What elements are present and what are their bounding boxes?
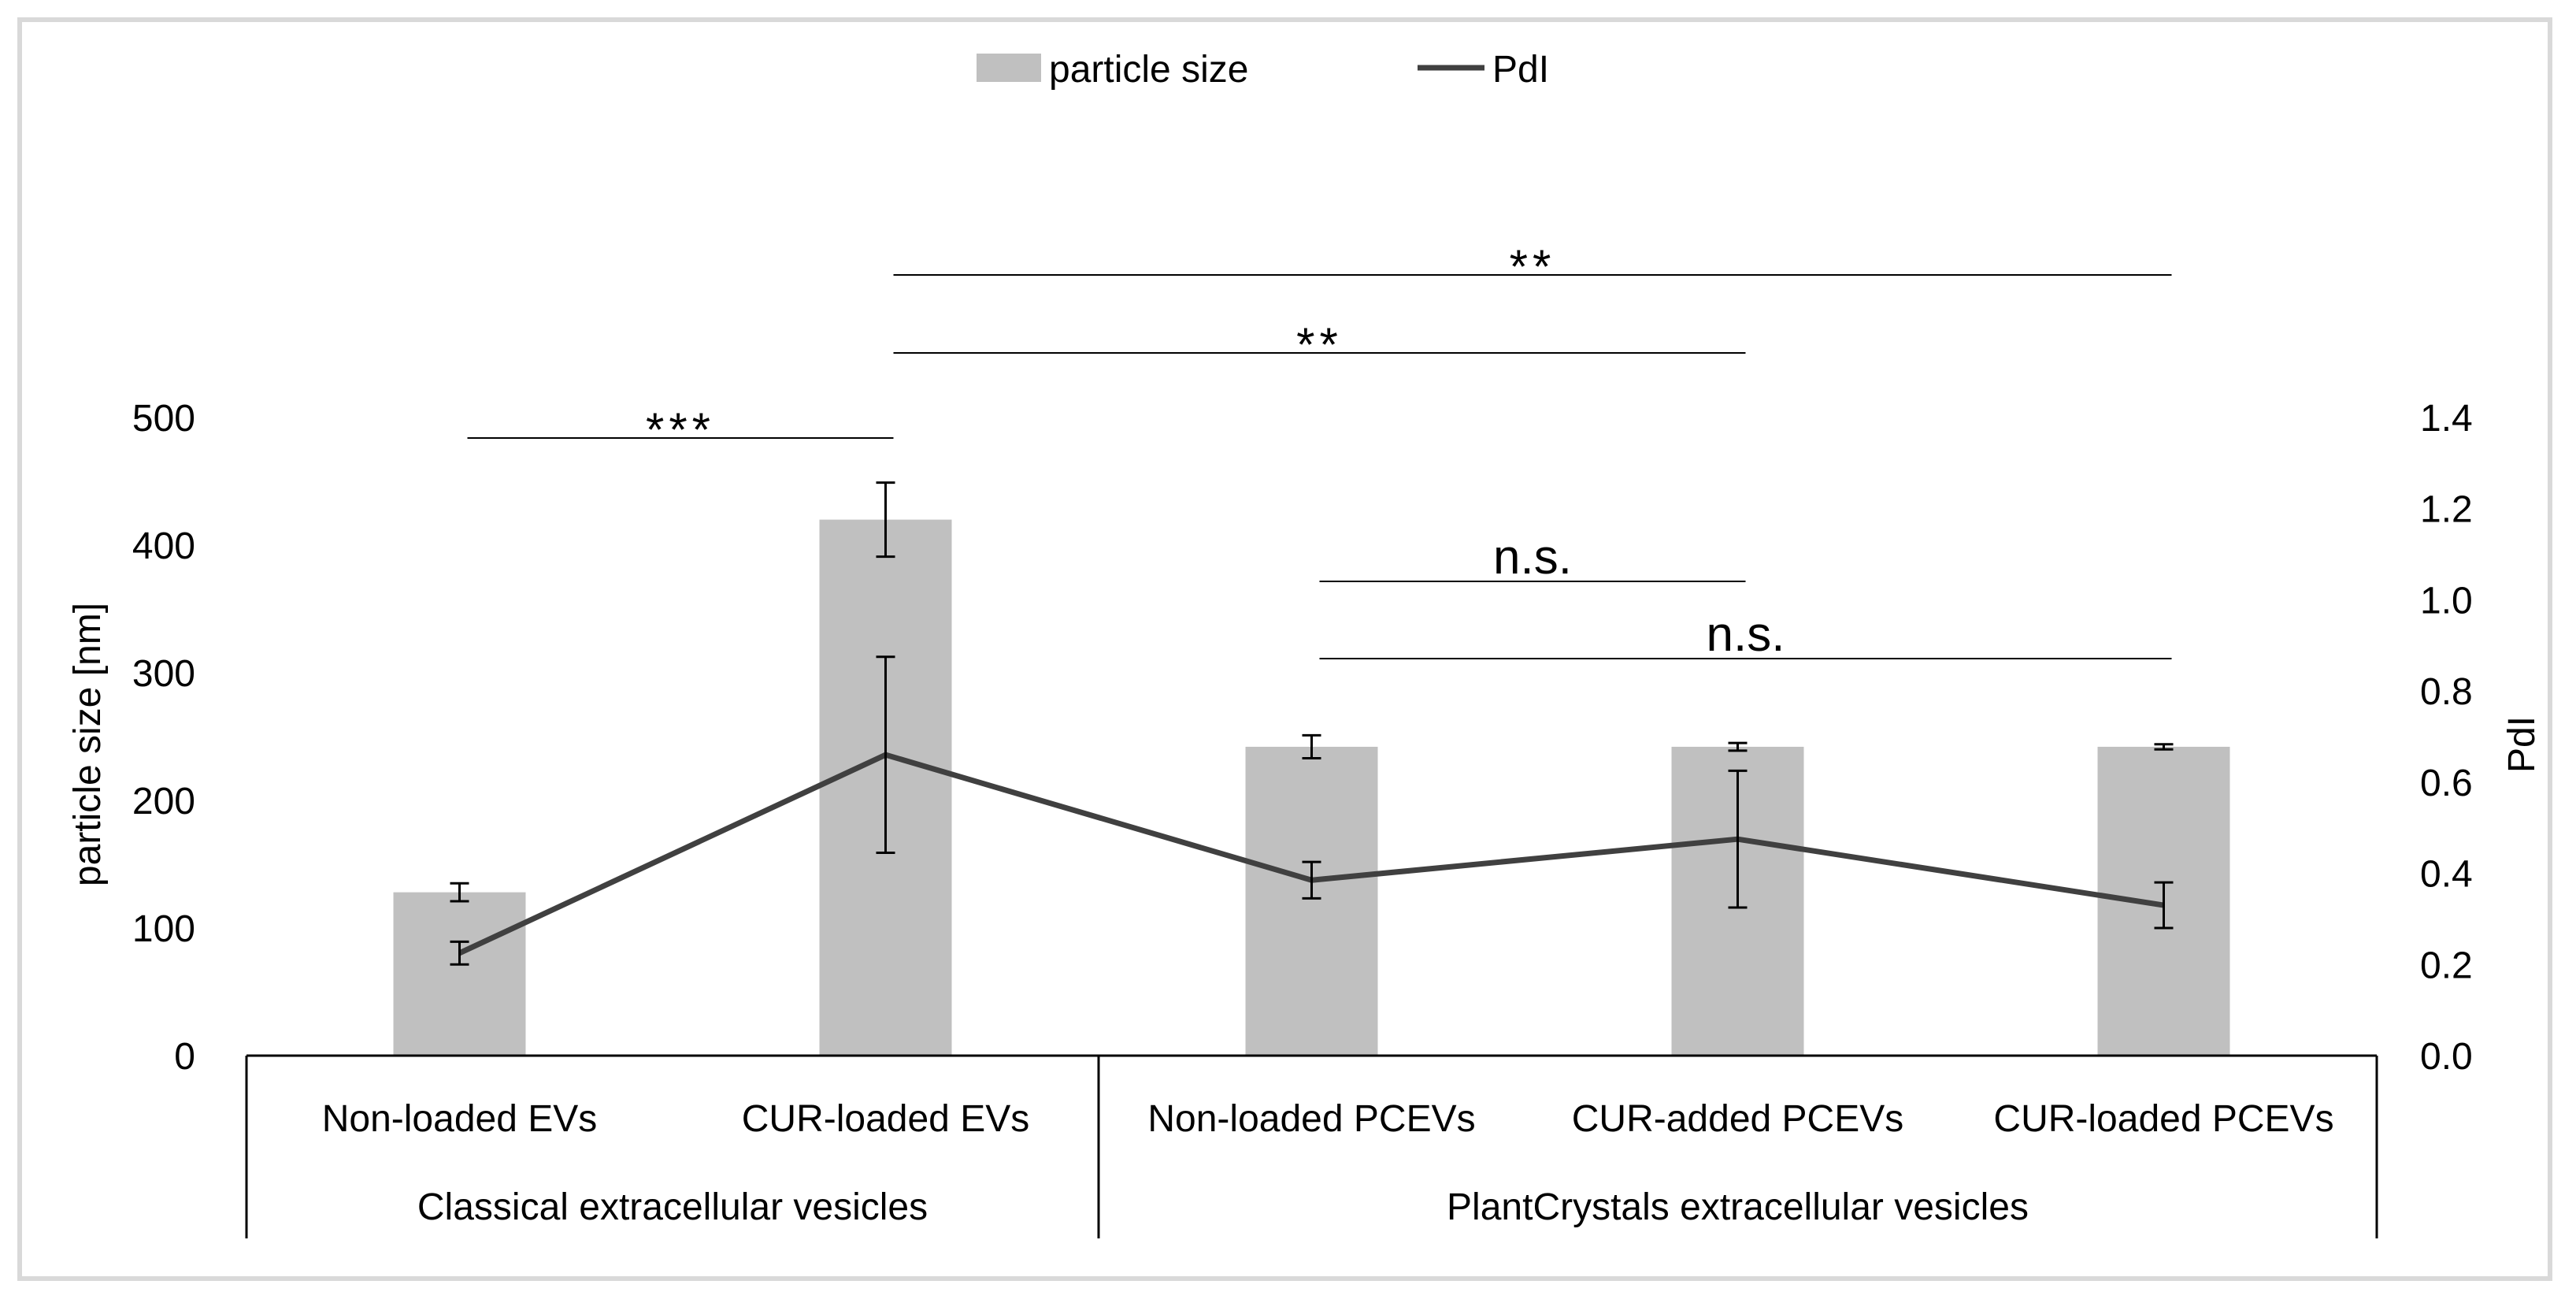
group-label-0: Classical extracellular vesicles [417, 1186, 928, 1228]
y2-tick-label-1: 0.2 [2420, 945, 2473, 986]
y-tick-label-1: 100 [132, 908, 195, 950]
significance-label-2: ** [1510, 240, 1556, 293]
y-tick-label-2: 200 [132, 781, 195, 822]
y-tick-label-0: 0 [174, 1036, 195, 1078]
significance-label-4: n.s. [1707, 607, 1785, 662]
y2-tick-label-6: 1.2 [2420, 489, 2473, 531]
y2-tick-label-0: 0.0 [2420, 1036, 2473, 1078]
y-axis-title: particle size [nm] [67, 603, 109, 886]
x-tick-label-2: Non-loaded PCEVs [1147, 1098, 1475, 1140]
chart-frame [17, 17, 2552, 1281]
group-label-1: PlantCrystals extracellular vesicles [1447, 1186, 2029, 1228]
y2-tick-label-4: 0.8 [2420, 671, 2473, 713]
significance-label-1: ** [1296, 318, 1343, 371]
y2-tick-label-5: 1.0 [2420, 580, 2473, 622]
y-tick-label-3: 300 [132, 653, 195, 695]
bar-0 [393, 892, 526, 1056]
legend-label-pdi: PdI [1492, 49, 1549, 91]
y-tick-label-5: 500 [132, 398, 195, 440]
y2-tick-label-3: 0.6 [2420, 763, 2473, 804]
y2-axis-title: PdI [2501, 716, 2543, 773]
y2-tick-label-7: 1.4 [2420, 398, 2473, 440]
bar-2 [1245, 746, 1378, 1056]
x-tick-label-1: CUR-loaded EVs [742, 1098, 1029, 1140]
y2-tick-label-2: 0.4 [2420, 854, 2473, 896]
legend-swatch-particle-size [977, 54, 1041, 82]
legend-label-particle-size: particle size [1049, 49, 1248, 91]
x-tick-label-3: CUR-added PCEVs [1572, 1098, 1904, 1140]
x-tick-label-4: CUR-loaded PCEVs [1993, 1098, 2333, 1140]
y-tick-label-4: 400 [132, 525, 195, 567]
significance-label-0: *** [646, 403, 715, 456]
significance-label-3: n.s. [1493, 530, 1572, 585]
x-tick-label-0: Non-loaded EVs [322, 1098, 598, 1140]
